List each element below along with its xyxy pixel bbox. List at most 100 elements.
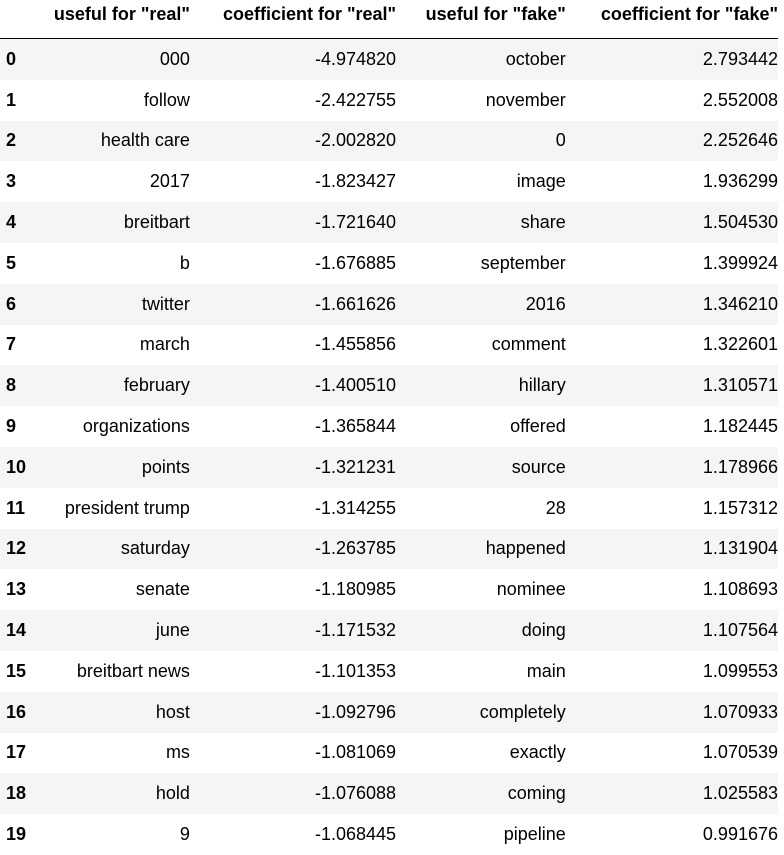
cell-coef-fake: 1.322601 (702, 334, 778, 355)
cell-coef-real: -1.721640 (314, 212, 397, 233)
cell-useful-fake: exactly (509, 742, 566, 763)
column-header-useful-real: useful for "real" (36, 0, 190, 39)
cell-useful-real: 9 (179, 824, 190, 845)
row-index: 14 (6, 620, 27, 641)
row-index: 8 (6, 375, 17, 396)
cell-useful-fake: completely (479, 701, 566, 722)
cell-coef-fake: 1.107564 (702, 620, 778, 641)
cell-useful-fake: 0 (555, 130, 566, 151)
cell-useful-fake: offered (510, 416, 566, 437)
table-row: 15 breitbart news -1.101353 main 1.099553 (0, 650, 778, 692)
cell-useful-real: ms (165, 742, 190, 763)
table-row: 6 twitter -1.661626 2016 1.346210 (0, 283, 778, 325)
cell-coef-real: -4.974820 (314, 48, 397, 69)
row-index: 11 (6, 497, 26, 518)
cell-useful-fake: share (520, 212, 566, 233)
table-row: 10 points -1.321231 source 1.178966 (0, 446, 778, 488)
cell-useful-fake: doing (521, 620, 566, 641)
row-index: 0 (6, 48, 17, 69)
cell-useful-fake: 2016 (525, 293, 566, 314)
cell-coef-real: -1.321231 (314, 456, 397, 477)
cell-coef-fake: 1.070933 (702, 701, 778, 722)
table-header: useful for "real" coefficient for "real"… (0, 0, 778, 39)
cell-coef-fake: 1.108693 (702, 579, 778, 600)
column-header-useful-fake: useful for "fake" (396, 0, 566, 39)
cell-useful-real: hold (155, 783, 190, 804)
table-row: 9 organizations -1.365844 offered 1.182445 (0, 406, 778, 447)
cell-coef-fake: 1.131904 (702, 538, 778, 559)
table-row: 5 b -1.676885 september 1.399924 (0, 242, 778, 284)
column-header-coef-fake: coefficient for "fake" (565, 0, 778, 39)
cell-useful-fake: nominee (496, 579, 566, 600)
row-index: 15 (6, 660, 27, 681)
cell-useful-real: organizations (82, 416, 190, 437)
table-row: 2 health care -2.002820 0 2.252646 (0, 120, 778, 162)
cell-coef-real: -1.180985 (314, 579, 397, 600)
table-row: 7 march -1.455856 comment 1.322601 (0, 324, 778, 366)
index-header (0, 0, 37, 39)
cell-coef-real: -1.314255 (314, 497, 397, 518)
row-index: 10 (6, 456, 27, 477)
cell-useful-real: health care (100, 130, 190, 151)
row-index: 16 (6, 701, 27, 722)
table-row: 11 president trump -1.314255 28 1.157312 (0, 487, 778, 529)
table-row: 17 ms -1.081069 exactly 1.070539 (0, 732, 778, 774)
cell-coef-real: -1.400510 (314, 375, 397, 396)
cell-coef-real: -1.455856 (314, 334, 397, 355)
cell-useful-real: follow (143, 89, 190, 110)
cell-useful-fake: main (526, 660, 566, 681)
cell-useful-fake: pipeline (503, 824, 566, 845)
row-index: 18 (6, 783, 27, 804)
cell-coef-fake: 1.025583 (702, 783, 778, 804)
cell-useful-fake: happened (485, 538, 566, 559)
cell-coef-fake: 1.504530 (702, 212, 778, 233)
cell-useful-fake: november (485, 89, 566, 110)
cell-useful-fake: comment (491, 334, 566, 355)
table-row: 1 follow -2.422755 november 2.552008 (0, 79, 778, 121)
table-row: 18 hold -1.076088 coming 1.025583 (0, 773, 778, 815)
cell-useful-fake: hillary (518, 375, 566, 396)
cell-useful-real: saturday (120, 538, 190, 559)
row-index: 9 (6, 416, 17, 437)
row-index: 19 (6, 824, 27, 845)
cell-coef-real: -1.076088 (314, 783, 397, 804)
cell-coef-fake: 1.346210 (702, 293, 778, 314)
table-row: 0 000 -4.974820 october 2.793442 (0, 38, 778, 80)
table-row: 14 june -1.171532 doing 1.107564 (0, 610, 778, 651)
cell-coef-real: -1.661626 (314, 293, 397, 314)
row-index: 5 (6, 252, 17, 273)
cell-useful-real: host (155, 701, 190, 722)
table-row: 19 9 -1.068445 pipeline 0.991676 (0, 814, 778, 855)
cell-useful-real: senate (135, 579, 190, 600)
table-row: 16 host -1.092796 completely 1.070933 (0, 691, 778, 733)
table-body: 0 000 -4.974820 october 2.793442 1 follow -2.42… (0, 38, 778, 855)
cell-coef-fake: 1.099553 (702, 660, 778, 681)
cell-useful-fake: september (480, 252, 566, 273)
table-row: 12 saturday -1.263785 happened 1.131904 (0, 528, 778, 570)
cell-coef-fake: 2.793442 (702, 48, 778, 69)
cell-useful-fake: coming (507, 783, 566, 804)
cell-coef-fake: 1.182445 (702, 416, 778, 437)
cell-useful-real: 2017 (149, 171, 190, 192)
row-index: 1 (6, 89, 17, 110)
cell-coef-real: -1.263785 (314, 538, 397, 559)
cell-useful-fake: october (505, 48, 566, 69)
cell-coef-real: -1.092796 (314, 701, 397, 722)
cell-useful-fake: image (516, 171, 566, 192)
cell-coef-fake: 0.991676 (702, 824, 778, 845)
row-index: 6 (6, 293, 17, 314)
cell-coef-fake: 2.252646 (702, 130, 778, 151)
cell-useful-real: president trump (64, 497, 190, 518)
row-index: 4 (6, 212, 17, 233)
cell-useful-real: breitbart (123, 212, 190, 233)
table-row: 4 breitbart -1.721640 share 1.504530 (0, 202, 778, 243)
cell-useful-fake: 28 (545, 497, 566, 518)
cell-useful-real: 000 (159, 48, 190, 69)
cell-coef-fake: 1.310571 (702, 375, 778, 396)
cell-useful-real: twitter (141, 293, 190, 314)
cell-useful-real: june (155, 620, 190, 641)
cell-useful-real: points (141, 456, 190, 477)
row-index: 13 (6, 579, 27, 600)
row-index: 12 (6, 538, 27, 559)
